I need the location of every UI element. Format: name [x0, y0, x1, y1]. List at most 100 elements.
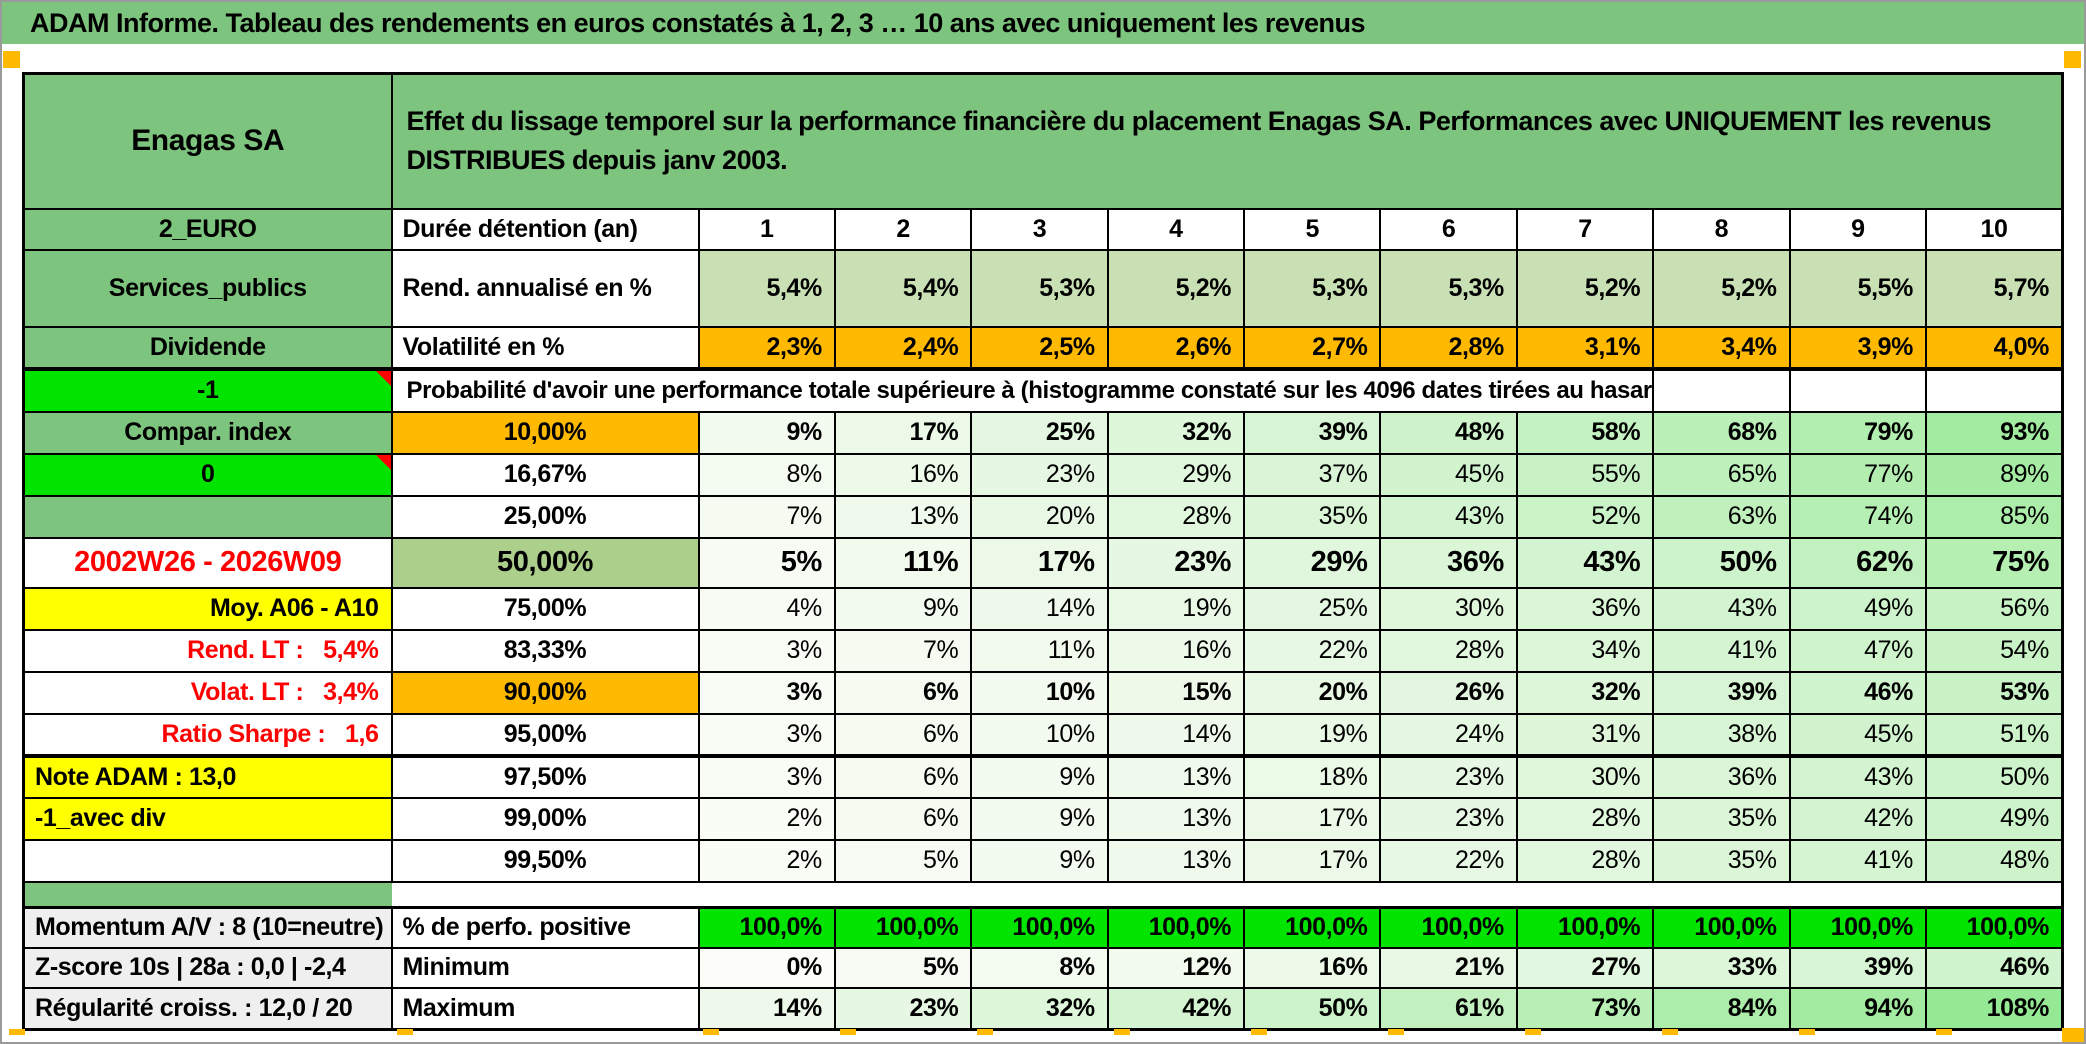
row-label-cell[interactable]: 2002W26 - 2026W09: [22, 536, 393, 589]
matrix-cell[interactable]: 49%: [1925, 796, 2064, 841]
row-label-cell[interactable]: Compar. index: [22, 410, 393, 455]
matrix-cell[interactable]: 52%: [1515, 494, 1655, 539]
statistic-value-cell[interactable]: 12%: [1106, 946, 1246, 989]
matrix-cell[interactable]: 22%: [1243, 628, 1382, 673]
matrix-cell[interactable]: 24%: [1379, 712, 1518, 758]
volatility-value-cell[interactable]: 2,8%: [1379, 325, 1518, 371]
statistic-value-cell[interactable]: 16%: [1243, 946, 1382, 989]
statistic-value-cell[interactable]: 100,0%: [1106, 906, 1246, 949]
matrix-cell[interactable]: 7%: [833, 628, 973, 673]
matrix-cell[interactable]: 23%: [1379, 796, 1518, 841]
matrix-cell[interactable]: 19%: [1106, 586, 1246, 631]
matrix-cell[interactable]: 41%: [1652, 628, 1791, 673]
matrix-cell[interactable]: 13%: [1106, 796, 1246, 841]
volatility-value-cell[interactable]: 3,1%: [1515, 325, 1655, 371]
statistic-value-cell[interactable]: 73%: [1515, 986, 1655, 1031]
statistic-value-cell[interactable]: 100,0%: [1652, 906, 1791, 949]
return-value-cell[interactable]: 5,7%: [1925, 248, 2064, 328]
matrix-cell[interactable]: 20%: [1243, 670, 1382, 715]
matrix-cell[interactable]: 23%: [1106, 536, 1246, 589]
matrix-cell[interactable]: 28%: [1106, 494, 1246, 539]
matrix-cell[interactable]: 31%: [1515, 712, 1655, 758]
statistic-value-cell[interactable]: 42%: [1106, 986, 1246, 1031]
threshold-cell[interactable]: 25,00%: [390, 494, 700, 539]
matrix-cell[interactable]: 30%: [1515, 754, 1655, 799]
return-label-cell[interactable]: Rend. annualisé en %: [390, 248, 700, 328]
statistic-value-cell[interactable]: 100,0%: [833, 906, 973, 949]
row-label-cell[interactable]: Moy. A06 - A10: [22, 586, 393, 631]
return-value-cell[interactable]: 5,2%: [1515, 248, 1655, 328]
return-value-cell[interactable]: 5,5%: [1788, 248, 1928, 328]
matrix-cell[interactable]: 7%: [697, 494, 836, 539]
probability-title-cell[interactable]: Probabilité d'avoir une performance tota…: [390, 367, 1655, 413]
instrument-cell[interactable]: Enagas SA: [22, 72, 393, 210]
statistic-value-cell[interactable]: 27%: [1515, 946, 1655, 989]
matrix-cell[interactable]: 63%: [1652, 494, 1791, 539]
duration-year-cell[interactable]: 6: [1379, 207, 1518, 251]
matrix-cell[interactable]: 10%: [970, 712, 1109, 758]
matrix-cell[interactable]: 3%: [697, 628, 836, 673]
matrix-cell[interactable]: 13%: [1106, 838, 1246, 883]
matrix-cell[interactable]: 19%: [1243, 712, 1382, 758]
matrix-cell[interactable]: 47%: [1788, 628, 1928, 673]
matrix-cell[interactable]: 3%: [697, 712, 836, 758]
matrix-cell[interactable]: 79%: [1788, 410, 1928, 455]
duration-year-cell[interactable]: 4: [1106, 207, 1246, 251]
matrix-cell[interactable]: 20%: [970, 494, 1109, 539]
matrix-cell[interactable]: 35%: [1652, 796, 1791, 841]
matrix-cell[interactable]: 43%: [1515, 536, 1655, 589]
matrix-cell[interactable]: 41%: [1788, 838, 1928, 883]
matrix-cell[interactable]: 49%: [1788, 586, 1928, 631]
volatility-value-cell[interactable]: 2,3%: [697, 325, 836, 371]
matrix-cell[interactable]: 35%: [1652, 838, 1791, 883]
matrix-cell[interactable]: 9%: [970, 796, 1109, 841]
threshold-cell[interactable]: 99,00%: [390, 796, 700, 841]
matrix-cell[interactable]: 39%: [1652, 670, 1791, 715]
row-label-cell[interactable]: 0: [22, 452, 393, 497]
statistic-value-cell[interactable]: 100,0%: [1788, 906, 1928, 949]
statistic-value-cell[interactable]: 33%: [1652, 946, 1791, 989]
threshold-cell[interactable]: 75,00%: [390, 586, 700, 631]
return-value-cell[interactable]: 5,3%: [1243, 248, 1382, 328]
empty-cell[interactable]: [1788, 367, 1928, 413]
description-cell[interactable]: Effet du lissage temporel sur la perform…: [390, 72, 2064, 210]
matrix-cell[interactable]: 17%: [833, 410, 973, 455]
threshold-cell[interactable]: 99,50%: [390, 838, 700, 883]
matrix-cell[interactable]: 43%: [1788, 754, 1928, 799]
statistic-value-cell[interactable]: 100,0%: [1379, 906, 1518, 949]
matrix-cell[interactable]: 2%: [697, 796, 836, 841]
matrix-cell[interactable]: 46%: [1788, 670, 1928, 715]
matrix-cell[interactable]: 53%: [1925, 670, 2064, 715]
matrix-cell[interactable]: 17%: [1243, 796, 1382, 841]
matrix-cell[interactable]: 6%: [833, 670, 973, 715]
return-value-cell[interactable]: 5,4%: [697, 248, 836, 328]
matrix-cell[interactable]: 74%: [1788, 494, 1928, 539]
matrix-cell[interactable]: 48%: [1379, 410, 1518, 455]
matrix-cell[interactable]: 11%: [833, 536, 973, 589]
matrix-cell[interactable]: 23%: [1379, 754, 1518, 799]
matrix-cell[interactable]: 36%: [1652, 754, 1791, 799]
matrix-cell[interactable]: 75%: [1925, 536, 2064, 589]
duration-year-cell[interactable]: 9: [1788, 207, 1928, 251]
duration-label-cell[interactable]: Durée détention (an): [390, 207, 700, 251]
matrix-cell[interactable]: 5%: [833, 838, 973, 883]
volatility-label-cell[interactable]: Volatilité en %: [390, 325, 700, 371]
matrix-cell[interactable]: 48%: [1925, 838, 2064, 883]
statistic-value-cell[interactable]: 50%: [1243, 986, 1382, 1031]
matrix-cell[interactable]: 14%: [1106, 712, 1246, 758]
statistic-label-cell[interactable]: % de perfo. positive: [390, 906, 700, 949]
matrix-cell[interactable]: 29%: [1106, 452, 1246, 497]
matrix-cell[interactable]: 55%: [1515, 452, 1655, 497]
matrix-cell[interactable]: 9%: [697, 410, 836, 455]
minus-one-cell[interactable]: -1: [22, 367, 393, 413]
matrix-cell[interactable]: 32%: [1106, 410, 1246, 455]
statistic-value-cell[interactable]: 32%: [970, 986, 1109, 1031]
statistic-value-cell[interactable]: 94%: [1788, 986, 1928, 1031]
matrix-cell[interactable]: 5%: [697, 536, 836, 589]
sector-cell[interactable]: Services_publics: [22, 248, 393, 328]
threshold-cell[interactable]: 90,00%: [390, 670, 700, 715]
matrix-cell[interactable]: 89%: [1925, 452, 2064, 497]
row-label-cell[interactable]: Note ADAM : 13,0: [22, 754, 393, 799]
volatility-value-cell[interactable]: 4,0%: [1925, 325, 2064, 371]
matrix-cell[interactable]: 9%: [970, 838, 1109, 883]
